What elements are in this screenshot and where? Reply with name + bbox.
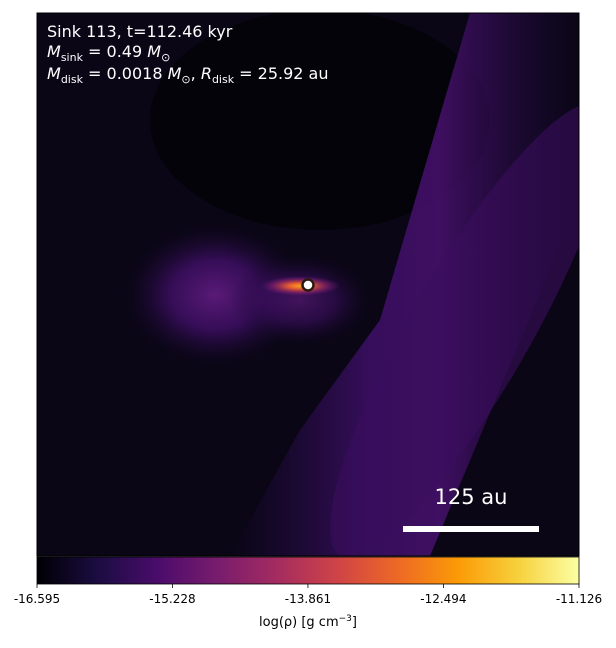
annotation-text: disk [61,73,84,86]
annotation-text: M [47,64,61,83]
annotation-text: disk [212,73,235,86]
scale-bar [403,526,539,532]
image-frame [36,12,580,557]
colorbar-label: log(ρ) [g cm−3] [259,614,357,630]
annotation-text: ⊙ [181,73,190,86]
colorbar-tick-label: -12.494 [420,592,466,606]
annotation-text: , [191,64,201,83]
colorbar-tick-label: -16.595 [14,592,60,606]
annotation: Sink 113, t=112.46 kyr [47,22,233,41]
annotation-text: M [47,42,61,61]
sink-marker [301,278,315,292]
annotation-text: M [168,64,182,83]
colorbar-tick-label: -11.126 [556,592,602,606]
colorbar-label-text: −3 [339,614,352,624]
annotation-text: Sink 113, t=112.46 kyr [47,22,233,41]
annotation-text: ⊙ [161,51,170,64]
colorbar-label-text: log(ρ) [g cm [259,615,339,630]
colorbar-tick-label: -13.861 [285,592,331,606]
annotation-text: sink [61,51,84,64]
annotation-text: R [201,64,212,83]
colorbar-label-text: ] [352,615,357,630]
colorbar-tick-label: -15.228 [149,592,195,606]
scale-bar-label: 125 au [435,485,508,509]
annotation-text: M [147,42,161,61]
density-image [37,13,579,556]
annotation: Msink = 0.49 M⊙ [47,42,170,64]
annotation: Mdisk = 0.0018 M⊙, Rdisk = 25.92 au [47,64,329,86]
annotation-text: = 25.92 au [234,64,328,83]
annotation-text: = 0.49 [83,42,147,61]
annotation-text: = 0.0018 [83,64,168,83]
colorbar [36,556,580,585]
